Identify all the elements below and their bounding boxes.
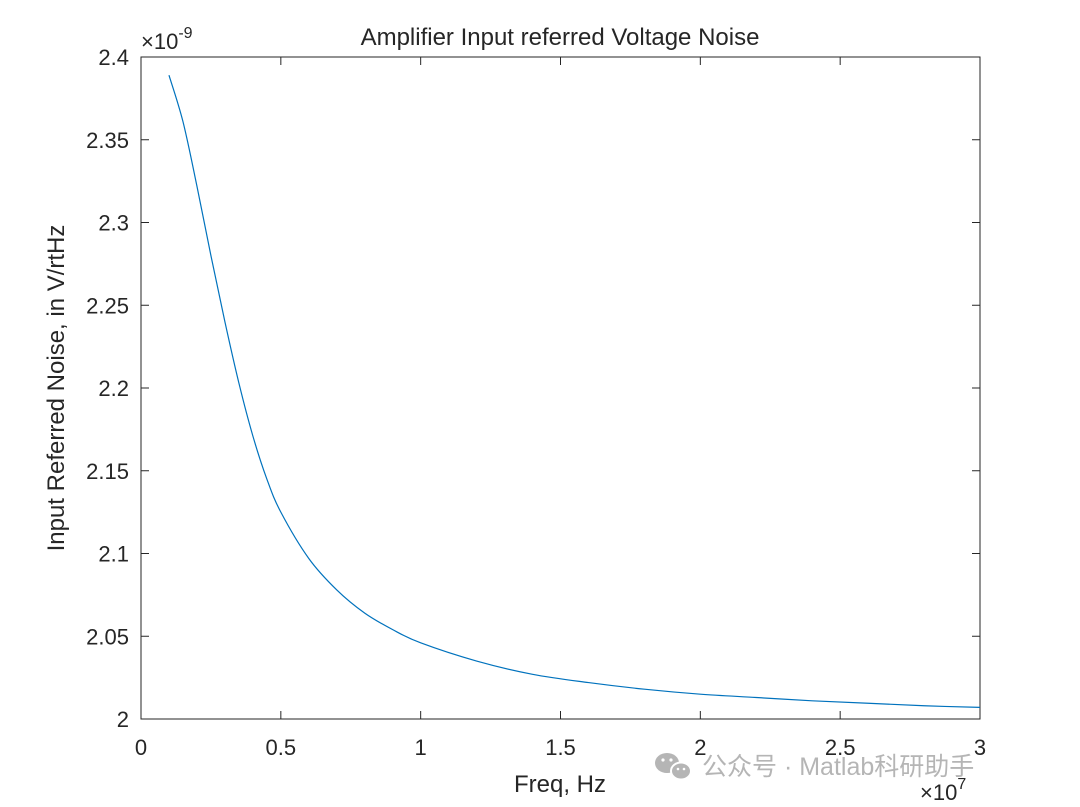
y-multiplier-exponent: -9 [178,25,192,42]
y-tick-label: 2.4 [98,45,129,70]
series-layer [168,75,981,709]
y-axis-label: Input Referred Noise, in V/rtHz [43,225,70,552]
y-tick-label: 2.25 [86,293,129,318]
watermark-text: 公众号 · Matlab科研助手 [702,753,974,781]
x-tick-label: 0 [135,735,147,760]
series-line [168,75,981,709]
y-tick-label: 2.3 [98,211,129,236]
x-tick-label: 0.5 [266,735,297,760]
x-tick-label: 3 [974,735,986,760]
watermark: 公众号 · Matlab科研助手 [655,753,974,781]
y-tick-label: 2 [117,707,129,732]
axis-ticks [140,56,981,720]
x-multiplier-base: ×10 [920,780,957,805]
y-tick-label: 2.2 [98,376,129,401]
x-tick-label: 2 [694,735,706,760]
chart-title: Amplifier Input referred Voltage Noise [361,24,760,51]
y-tick-label: 2.15 [86,459,129,484]
x-multiplier-exponent: 7 [957,776,966,793]
wechat-icon [655,753,692,781]
x-axis-multiplier: ×107 [920,776,966,805]
plot-area [140,56,981,720]
y-multiplier-base: ×10 [141,29,178,54]
x-axis-label: Freq, Hz [514,771,606,798]
x-tick-labels: 0 0.5 1 1.5 2 2.5 3 [135,735,986,760]
x-tick-label: 2.5 [825,735,856,760]
y-axis-multiplier: ×10-9 [141,25,193,54]
y-tick-label: 2.1 [98,542,129,567]
y-tick-labels: 2 2.05 2.1 2.15 2.2 2.25 2.3 2.35 2.4 [86,45,129,732]
x-tick-label: 1.5 [545,735,576,760]
x-tick-label: 1 [415,735,427,760]
y-tick-label: 2.35 [86,128,129,153]
y-tick-label: 2.05 [86,624,129,649]
